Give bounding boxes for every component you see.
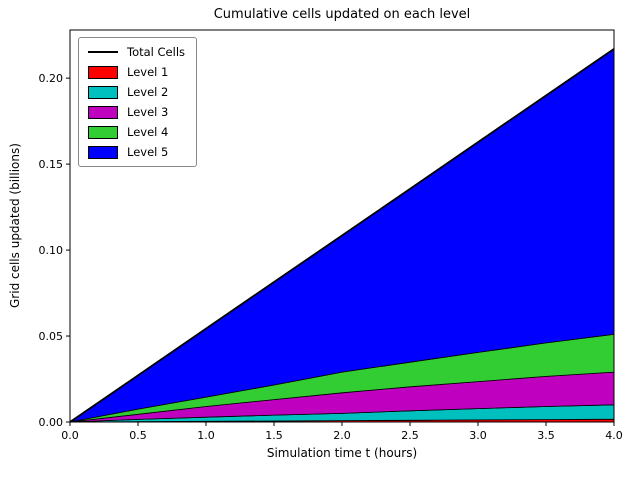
x-tick-label: 0.0: [61, 429, 79, 442]
y-tick-label: 0.05: [39, 330, 64, 343]
y-tick-label: 0.00: [39, 416, 64, 429]
x-tick-label: 4.0: [605, 429, 623, 442]
legend-entry-level-1: Level 1: [88, 65, 185, 79]
y-tick-label: 0.20: [39, 72, 64, 85]
legend-box: Total Cells Level 1 Level 2 Level 3 Level 4 L…: [78, 37, 197, 167]
legend-patch-swatch: [88, 145, 118, 159]
legend-label: Level 4: [127, 125, 169, 139]
legend-label: Total Cells: [127, 45, 185, 59]
legend-label: Level 1: [127, 65, 169, 79]
legend-patch-swatch: [88, 125, 118, 139]
y-tick-label: 0.10: [39, 244, 64, 257]
total-cells-line: [69, 48, 615, 423]
legend-entry-level-3: Level 3: [88, 105, 185, 119]
legend-entry-total-cells: Total Cells: [88, 45, 185, 59]
legend-entry-level-2: Level 2: [88, 85, 185, 99]
x-tick-label: 3.5: [537, 429, 555, 442]
legend-label: Level 5: [127, 145, 169, 159]
y-axis-label: Grid cells updated (billions): [8, 143, 22, 309]
chart-title: Cumulative cells updated on each level: [213, 7, 471, 22]
x-tick-label: 1.0: [197, 429, 215, 442]
legend-entry-level-4: Level 4: [88, 125, 185, 139]
x-tick-label: 2.5: [401, 429, 419, 442]
x-tick-label: 1.5: [265, 429, 283, 442]
legend-label: Level 3: [127, 105, 169, 119]
legend-patch-swatch: [88, 105, 118, 119]
legend-patch-swatch: [88, 85, 118, 99]
legend-entry-level-5: Level 5: [88, 145, 185, 159]
x-tick-label: 3.0: [469, 429, 487, 442]
x-axis-label: Simulation time t (hours): [266, 446, 418, 460]
legend-patch-swatch: [88, 65, 118, 79]
x-tick-label: 2.0: [333, 429, 351, 442]
x-tick-label: 0.5: [129, 429, 147, 442]
y-tick-label: 0.15: [39, 158, 64, 171]
legend-label: Level 2: [127, 85, 169, 99]
legend-line-swatch: [88, 51, 118, 53]
